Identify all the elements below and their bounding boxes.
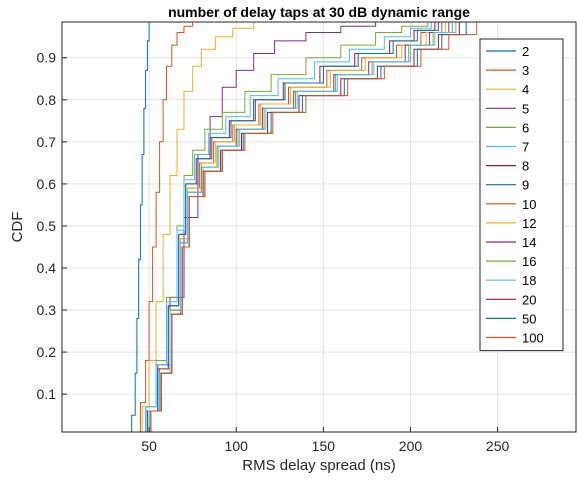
series-line-7 [135,22,432,433]
x-axis-label: RMS delay spread (ns) [242,457,395,474]
legend-label-9: 9 [522,178,529,193]
y-tick-label-7: 0.8 [37,92,57,108]
legend-label-6: 6 [522,120,529,135]
y-axis-label: CDF [9,212,26,243]
y-tick-label-4: 0.5 [37,218,57,234]
y-tick-label-8: 0.9 [37,50,57,66]
y-tick-label-2: 0.3 [37,302,57,318]
axis-ticks: 50 100 150 200 250 0.1 0.2 0.3 0.4 0.5 0.6 0.7 0.8 0.… [37,50,510,454]
legend-label-20: 20 [522,292,536,307]
x-tick-label-0: 50 [141,438,157,454]
legend-label-18: 18 [522,273,536,288]
series-lines [128,22,478,433]
y-tick-label-3: 0.4 [37,260,57,276]
legend-label-12: 12 [522,216,536,231]
y-tick-label-0: 0.1 [37,386,57,402]
legend-label-4: 4 [522,82,529,97]
y-tick-label-6: 0.7 [37,134,57,150]
legend-label-7: 7 [522,140,529,155]
plot-frame [61,21,577,433]
legend-label-10: 10 [522,197,536,212]
y-tick-label-1: 0.2 [37,344,57,360]
legend-label-14: 14 [522,235,536,250]
x-tick-label-1: 100 [225,438,249,454]
legend-box [479,38,564,352]
x-tick-label-3: 200 [399,438,423,454]
x-tick-label-4: 250 [486,438,510,454]
legend-label-100: 100 [522,331,544,346]
series-line-100 [140,22,478,433]
legend-label-50: 50 [522,311,536,326]
series-line-3 [135,22,194,433]
x-tick-label-2: 150 [312,438,336,454]
legend: 2 3 4 5 6 7 8 9 10 12 14 16 18 20 50 100 [479,38,564,352]
legend-label-5: 5 [522,101,529,116]
chart-title: number of delay taps at 30 dB dynamic ra… [168,4,470,20]
legend-label-2: 2 [522,44,529,59]
series-line-2 [128,22,150,433]
legend-label-8: 8 [522,159,529,174]
y-tick-label-5: 0.6 [37,176,57,192]
legend-label-16: 16 [522,254,536,269]
series-line-4 [135,22,255,433]
legend-label-3: 3 [522,63,529,78]
